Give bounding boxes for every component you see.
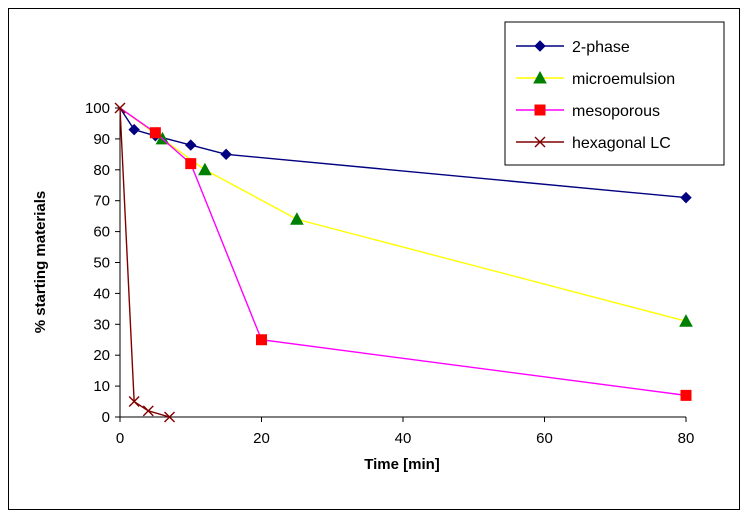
y-tick-label: 90 xyxy=(93,131,110,148)
mesoporous-point xyxy=(185,158,197,170)
y-tick-label: 20 xyxy=(93,347,110,364)
y-tick-label: 70 xyxy=(93,193,110,210)
x-tick-label: 20 xyxy=(253,430,270,447)
y-tick-label: 0 xyxy=(102,409,110,426)
legend-label: microemulsion xyxy=(572,71,675,88)
legend-label: hexagonal LC xyxy=(572,135,671,152)
y-tick-label: 30 xyxy=(93,316,110,333)
2-phase-point xyxy=(128,123,140,136)
legend-items: 2-phase microemulsion mesoporous hexagonal … xyxy=(516,39,675,152)
series xyxy=(114,102,693,423)
y-axis-title: % starting materials xyxy=(32,191,49,334)
y-tick-label: 80 xyxy=(93,162,110,179)
mesoporous-point xyxy=(680,389,692,401)
legend-entry-hexagonal-lc: hexagonal LC xyxy=(516,135,671,152)
mesoporous-point xyxy=(256,334,267,346)
series-hexagonal-lc xyxy=(114,102,176,423)
y-tick-label: 50 xyxy=(93,255,110,272)
legend-label: mesoporous xyxy=(572,103,660,120)
microemulsion-point xyxy=(198,162,212,176)
x-tick-label: 80 xyxy=(678,430,695,447)
legend-swatch-marker xyxy=(534,104,546,116)
mesoporous-point xyxy=(149,127,161,139)
hexagonal-lc-point xyxy=(164,411,176,423)
2-phase-point xyxy=(220,148,232,161)
y-tick-label: 40 xyxy=(93,285,110,302)
legend-entry-microemulsion: microemulsion xyxy=(516,70,675,88)
x-tick-label: 40 xyxy=(395,430,412,447)
ticks: 0 10 20 30 40 50 60 70 80 90 100 0 20 40 60 80 xyxy=(85,100,694,447)
series-mesoporous xyxy=(119,107,692,401)
hexagonal-lc-point xyxy=(114,102,126,114)
x-tick-label: 60 xyxy=(536,430,553,447)
legend-swatch-marker xyxy=(534,40,546,52)
legend: 2-phase microemulsion mesoporous hexagonal … xyxy=(504,21,725,166)
legend-label: 2-phase xyxy=(572,39,630,56)
y-tick-label: 10 xyxy=(93,378,110,395)
legend-swatch-marker xyxy=(534,136,546,148)
2-phase-line xyxy=(119,107,687,199)
2-phase-point xyxy=(680,191,692,204)
legend-entry-mesoporous: mesoporous xyxy=(516,103,660,120)
y-tick-label: 100 xyxy=(85,100,110,117)
hexagonal-lc-point xyxy=(128,396,140,408)
microemulsion-point xyxy=(290,212,304,225)
x-axis-title: Time [min] xyxy=(364,456,440,473)
x-tick-label: 0 xyxy=(116,430,124,447)
legend-swatch-marker xyxy=(533,70,547,84)
microemulsion-point xyxy=(679,314,693,327)
legend-entry-2-phase: 2-phase xyxy=(516,39,630,56)
y-tick-label: 60 xyxy=(93,224,110,241)
hexagonal-lc-line xyxy=(119,107,170,418)
hexagonal-lc-point xyxy=(142,405,154,417)
2-phase-point xyxy=(185,139,197,151)
